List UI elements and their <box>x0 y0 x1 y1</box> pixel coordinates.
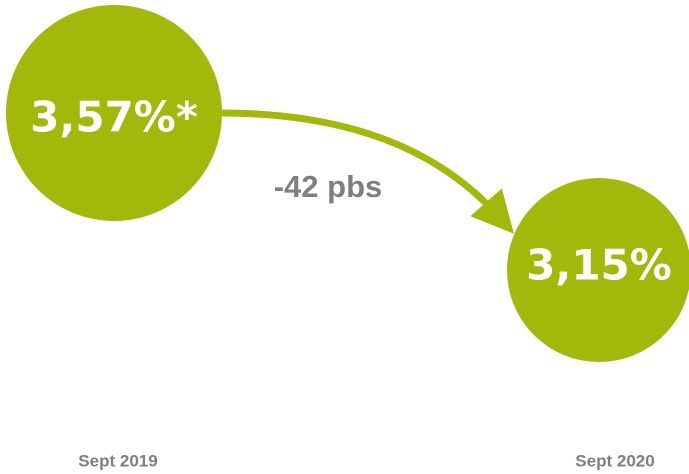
end-circle <box>507 178 689 362</box>
arrow <box>221 109 514 234</box>
end-value: 3,15% <box>526 241 672 290</box>
end-date: Sept 2020 <box>575 451 654 470</box>
change-label: -42 pbs <box>274 169 383 204</box>
start-circle <box>6 5 222 221</box>
start-date: Sept 2019 <box>78 451 157 470</box>
start-value: 3,57%* <box>30 93 198 142</box>
